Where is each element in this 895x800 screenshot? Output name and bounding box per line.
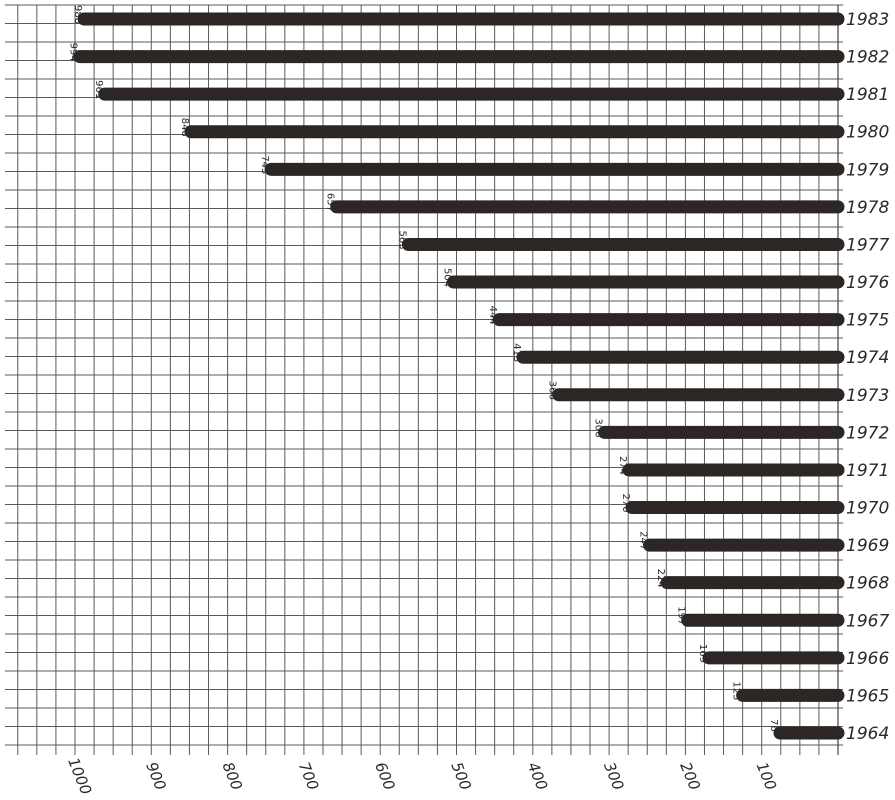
x-tick-label-300: 300: [600, 759, 627, 792]
category-label-1973: 1973: [846, 386, 889, 406]
category-label-1978: 1978: [846, 198, 889, 218]
category-label-1977: 1977: [846, 235, 889, 255]
category-label-1983: 1983: [846, 10, 889, 30]
category-label-1980: 1980: [846, 123, 889, 143]
category-label-1971: 1971: [846, 461, 889, 481]
data-label-1967: 197: [676, 606, 687, 625]
data-label-1979: 743: [259, 155, 270, 174]
category-label-1981: 1981: [846, 85, 889, 105]
x-tick-label-100: 100: [753, 759, 780, 792]
data-label-1972: 306: [593, 418, 604, 437]
data-label-1968: 224: [655, 569, 666, 588]
category-label-1976: 1976: [846, 273, 889, 293]
data-label-1978: 657: [325, 193, 336, 212]
x-tick-label-500: 500: [447, 759, 474, 792]
category-label-1969: 1969: [846, 536, 889, 556]
chart-grid: [5, 4, 843, 755]
data-label-1975: 444: [487, 306, 498, 325]
chart-bars: [73, 12, 845, 740]
x-tick-label-200: 200: [676, 759, 703, 792]
data-label-1966: 169: [697, 644, 708, 663]
x-tick-label-600: 600: [371, 759, 398, 792]
data-label-1980: 848: [179, 118, 190, 137]
data-label-1974: 413: [511, 343, 522, 362]
data-label-1970: 270: [620, 494, 631, 513]
x-tick-label-900: 900: [142, 759, 169, 792]
data-label-1981: 961: [93, 80, 104, 99]
category-label-1974: 1974: [846, 348, 889, 368]
data-label-1964: 76: [768, 719, 779, 732]
data-label-1965: 125: [731, 681, 742, 700]
category-label-1968: 1968: [846, 574, 889, 594]
category-label-1970: 1970: [846, 499, 889, 519]
x-tick-label-400: 400: [524, 759, 551, 792]
category-label-1972: 1972: [846, 423, 889, 443]
x-tick-label-1000: 1000: [64, 755, 95, 797]
category-label-1967: 1967: [846, 611, 889, 631]
category-label-1975: 1975: [846, 311, 889, 331]
chart-category-labels: 1964 1965 1966 1967 1968 1969 1970 1971 1972 1973…: [846, 10, 889, 744]
data-label-1983: 988: [72, 5, 83, 24]
category-label-1964: 1964: [846, 724, 889, 744]
category-label-1979: 1979: [846, 160, 889, 180]
data-label-1976: 504: [441, 268, 452, 287]
data-label-1973: 366: [547, 381, 558, 400]
data-label-1969: 247: [638, 531, 649, 550]
chart-data-labels: 76 125 169 197 224 247 270 274 306 366 413 444 504 56…: [68, 5, 779, 732]
x-tick-label-700: 700: [295, 759, 322, 792]
category-label-1965: 1965: [846, 686, 889, 706]
data-label-1971: 274: [617, 456, 628, 475]
chart-x-tick-labels: 1000 900 800 700 600 500 400 300 200 100: [64, 755, 780, 797]
category-label-1966: 1966: [846, 649, 889, 669]
category-label-1982: 1982: [846, 48, 889, 68]
x-tick-label-800: 800: [219, 759, 246, 792]
data-label-1977: 563: [396, 230, 407, 249]
data-label-1982: 994: [68, 43, 79, 62]
